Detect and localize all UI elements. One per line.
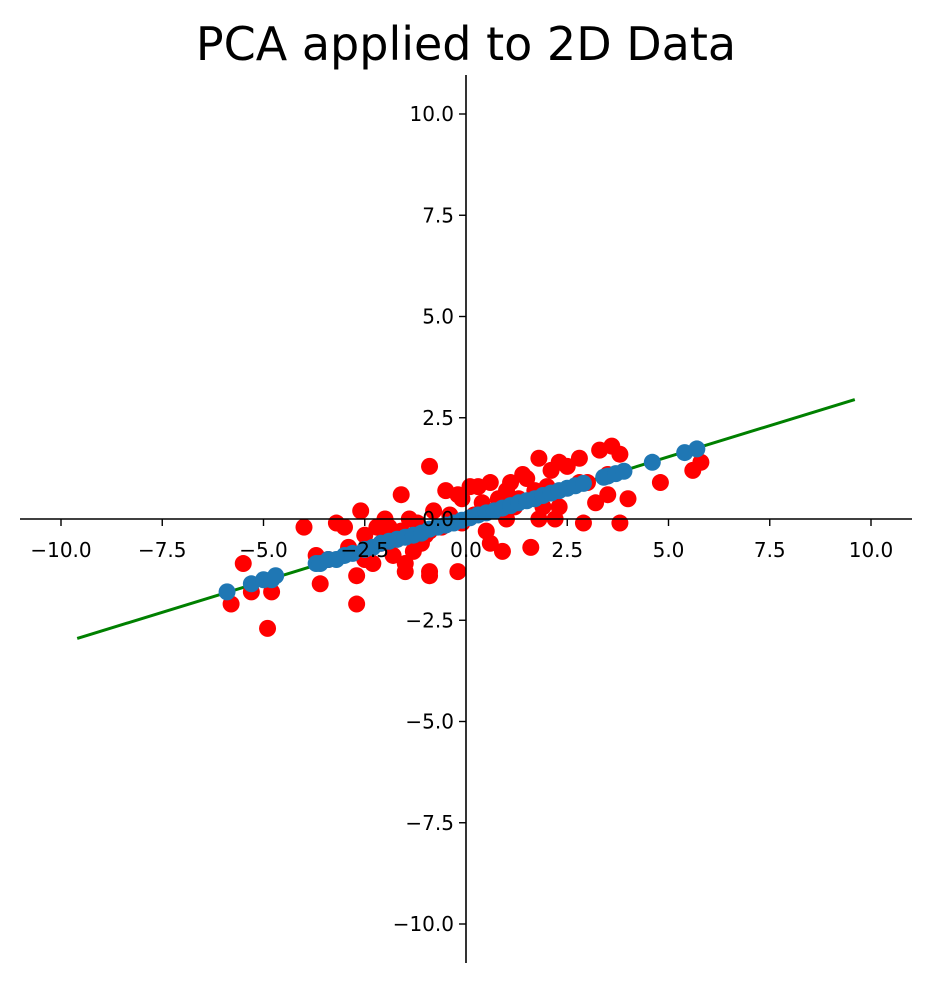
projected-data-point <box>688 440 706 458</box>
projected-data-point <box>574 474 592 492</box>
original-data-point <box>493 542 511 560</box>
original-data-point <box>574 514 592 532</box>
original-data-point <box>449 563 467 581</box>
projected-points-layer <box>218 440 706 601</box>
original-data-point <box>421 567 439 585</box>
original-data-point <box>591 441 609 459</box>
x-tick-label: −10.0 <box>30 538 91 562</box>
y-tick-label: 10.0 <box>409 102 454 126</box>
x-tick-label: 0.0 <box>450 538 482 562</box>
x-tick-label: 2.5 <box>551 538 583 562</box>
x-tick-label: 5.0 <box>653 538 685 562</box>
original-data-point <box>295 518 313 536</box>
original-data-point <box>263 583 281 601</box>
original-data-point <box>570 449 588 467</box>
x-tick-label: 10.0 <box>849 538 894 562</box>
x-tick-label: 7.5 <box>754 538 786 562</box>
y-tick-label: −5.0 <box>405 710 454 734</box>
projected-data-point <box>218 583 236 601</box>
original-data-point <box>522 538 540 556</box>
projected-data-point <box>267 567 285 585</box>
original-data-point <box>368 518 386 536</box>
original-data-point <box>619 490 637 508</box>
original-data-point <box>384 546 402 564</box>
y-tick-label: 7.5 <box>422 203 454 227</box>
original-data-point <box>352 502 370 520</box>
original-data-point <box>392 486 410 504</box>
original-data-point <box>356 526 374 544</box>
original-data-point <box>477 522 495 540</box>
original-data-point <box>514 465 532 483</box>
original-data-point <box>587 494 605 512</box>
y-tick-label: −7.5 <box>405 811 454 835</box>
y-tick-label: 5.0 <box>422 305 454 329</box>
y-tick-labels: 10.0 7.5 5.0 2.5 0.0 −2.5 −5.0 −7.5 −10.0 <box>393 102 466 936</box>
original-data-point <box>311 575 329 593</box>
original-data-point <box>684 461 702 479</box>
original-data-point <box>599 486 617 504</box>
x-tick-labels: −10.0 −7.5 −5.0 −2.5 0.0 2.5 5.0 7.5 10.0 <box>30 519 893 562</box>
original-data-point <box>437 482 455 500</box>
original-data-point <box>348 595 366 613</box>
original-data-point <box>421 457 439 475</box>
x-tick-label: −5.0 <box>239 538 288 562</box>
original-data-point <box>404 542 422 560</box>
x-tick-label: −2.5 <box>340 538 389 562</box>
chart-title: PCA applied to 2D Data <box>196 17 736 71</box>
original-data-point <box>530 449 548 467</box>
original-data-point <box>327 514 345 532</box>
y-tick-label: −10.0 <box>393 912 454 936</box>
original-data-point <box>425 502 443 520</box>
original-data-point <box>396 563 414 581</box>
x-tick-label: −7.5 <box>138 538 187 562</box>
original-data-point <box>651 474 669 492</box>
original-data-point <box>234 555 252 573</box>
original-data-point <box>259 619 277 637</box>
y-tick-label: −2.5 <box>405 608 454 632</box>
projected-data-point <box>643 453 661 471</box>
original-data-point <box>542 461 560 479</box>
y-tick-label: 0.0 <box>422 507 454 531</box>
projected-data-point <box>615 462 633 480</box>
original-data-point <box>611 514 629 532</box>
original-data-point <box>348 567 366 585</box>
y-tick-label: 2.5 <box>422 406 454 430</box>
